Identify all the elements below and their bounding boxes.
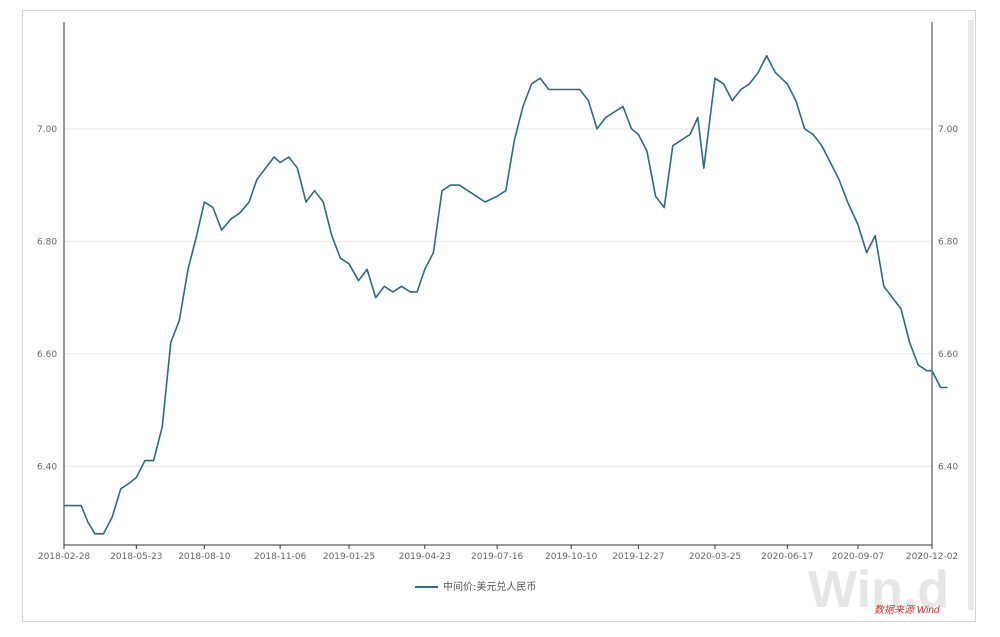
- x-tick-label: 2019-12-27: [612, 552, 664, 562]
- y-tick-label-right: 6.60: [938, 350, 958, 360]
- x-axis-ticks: 2018-02-28 2018-05-23 2018-08-10 2018-11-06…: [38, 545, 958, 562]
- x-tick-label: 2018-08-10: [178, 552, 231, 562]
- y-axis-left-ticks: 6.40 6.60 6.80 7.00: [37, 125, 57, 472]
- y-tick-label: 7.00: [37, 125, 57, 135]
- legend-label: 中间价:美元兑人民币: [443, 580, 536, 593]
- x-tick-label: 2019-01-25: [323, 552, 375, 562]
- x-tick-label: 2019-07-16: [471, 552, 524, 562]
- legend: 中间价:美元兑人民币: [415, 580, 536, 593]
- series-group: [64, 54, 948, 535]
- window-edge-strip: [968, 20, 974, 610]
- wind-watermark: Win.d: [808, 561, 949, 619]
- y-tick-label-right: 7.00: [938, 125, 958, 135]
- x-tick-label: 2020-09-07: [832, 552, 884, 562]
- y-tick-label: 6.60: [37, 350, 57, 360]
- x-tick-label: 2018-11-06: [254, 552, 307, 562]
- x-tick-label: 2018-05-23: [110, 552, 162, 562]
- y-tick-label-right: 6.80: [938, 237, 958, 247]
- source-note: 数据来源 Wind: [874, 604, 940, 616]
- y-tick-label: 6.40: [37, 462, 57, 472]
- series-line: [64, 54, 948, 535]
- x-tick-label: 2020-06-17: [761, 552, 813, 562]
- chart-frame: [22, 10, 976, 622]
- x-tick-label: 2019-04-23: [399, 552, 451, 562]
- y-tick-label-right: 6.40: [938, 462, 958, 472]
- y-axis-right-ticks: 6.40 6.60 6.80 7.00: [938, 125, 958, 472]
- y-tick-label: 6.80: [37, 237, 57, 247]
- x-tick-label: 2020-12-02: [906, 552, 958, 562]
- gridlines: [64, 128, 932, 467]
- x-tick-label: 2018-02-28: [38, 552, 91, 562]
- x-tick-label: 2020-03-25: [689, 552, 741, 562]
- x-tick-label: 2019-10-10: [545, 552, 598, 562]
